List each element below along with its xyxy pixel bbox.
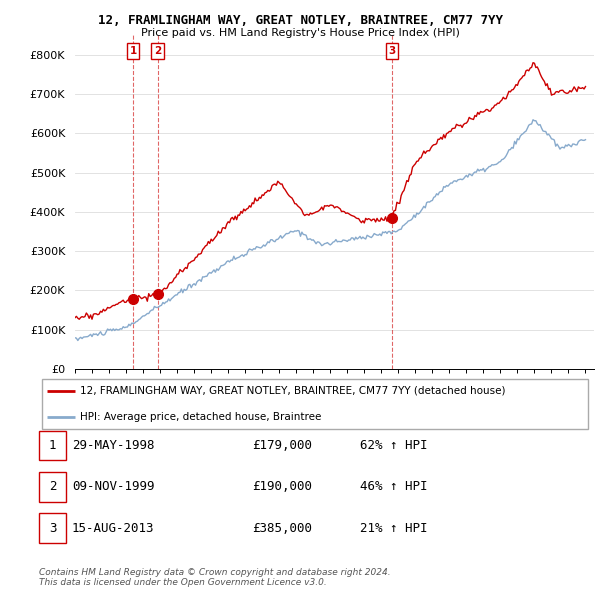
Text: 12, FRAMLINGHAM WAY, GREAT NOTLEY, BRAINTREE, CM77 7YY (detached house): 12, FRAMLINGHAM WAY, GREAT NOTLEY, BRAIN… — [80, 386, 506, 396]
Text: 46% ↑ HPI: 46% ↑ HPI — [360, 480, 427, 493]
Text: 09-NOV-1999: 09-NOV-1999 — [72, 480, 155, 493]
FancyBboxPatch shape — [42, 379, 588, 429]
Text: HPI: Average price, detached house, Braintree: HPI: Average price, detached house, Brai… — [80, 412, 322, 422]
Text: 29-MAY-1998: 29-MAY-1998 — [72, 439, 155, 452]
Text: 3: 3 — [49, 522, 56, 535]
Text: 3: 3 — [388, 46, 395, 56]
Text: 62% ↑ HPI: 62% ↑ HPI — [360, 439, 427, 452]
Text: 15-AUG-2013: 15-AUG-2013 — [72, 522, 155, 535]
Text: Price paid vs. HM Land Registry's House Price Index (HPI): Price paid vs. HM Land Registry's House … — [140, 28, 460, 38]
Text: 1: 1 — [130, 46, 137, 56]
Text: 1: 1 — [49, 439, 56, 452]
Text: 2: 2 — [154, 46, 161, 56]
Text: £190,000: £190,000 — [252, 480, 312, 493]
Text: £179,000: £179,000 — [252, 439, 312, 452]
Text: £385,000: £385,000 — [252, 522, 312, 535]
Text: 2: 2 — [49, 480, 56, 493]
Text: Contains HM Land Registry data © Crown copyright and database right 2024.
This d: Contains HM Land Registry data © Crown c… — [39, 568, 391, 587]
Text: 21% ↑ HPI: 21% ↑ HPI — [360, 522, 427, 535]
Text: 12, FRAMLINGHAM WAY, GREAT NOTLEY, BRAINTREE, CM77 7YY: 12, FRAMLINGHAM WAY, GREAT NOTLEY, BRAIN… — [97, 14, 503, 27]
